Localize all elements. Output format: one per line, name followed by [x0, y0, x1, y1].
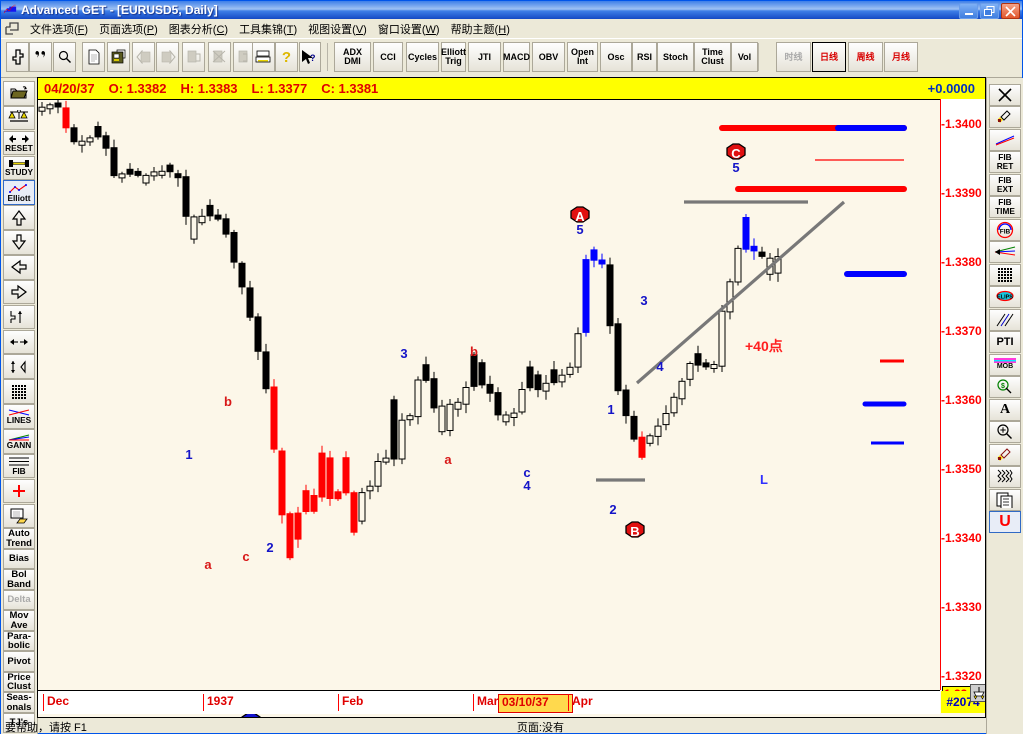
- svg-text:FIB: FIB: [1000, 228, 1011, 235]
- svg-text:5: 5: [247, 715, 254, 718]
- svg-text:$: $: [1001, 383, 1005, 390]
- svg-text:ELIPS: ELIPS: [997, 295, 1013, 301]
- svg-text:?: ?: [310, 53, 316, 63]
